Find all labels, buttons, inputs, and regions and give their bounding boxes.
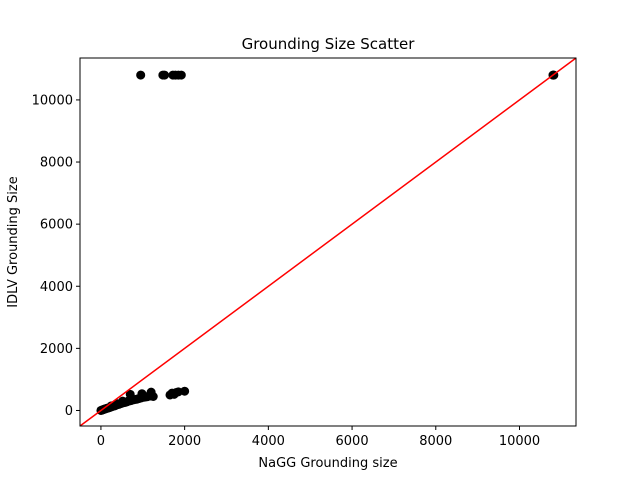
data-point — [137, 389, 147, 399]
y-tick-label: 2000 — [40, 342, 73, 357]
x-tick-label: 6000 — [336, 434, 369, 449]
y-tick-label: 10000 — [32, 93, 73, 108]
chart-title: Grounding Size Scatter — [242, 35, 416, 53]
y-tick-label: 8000 — [40, 156, 73, 171]
x-tick-label: 8000 — [419, 434, 452, 449]
reference-line-layer — [79, 57, 577, 427]
x-tick-label: 0 — [97, 434, 105, 449]
ticks-layer: 0 2000 4000 6000 8000 10000 0 2000 4000 6000 8000 1… — [32, 93, 541, 449]
data-point — [118, 396, 128, 406]
x-tick-label: 2000 — [168, 434, 201, 449]
data-point — [136, 70, 146, 80]
x-tick-label: 4000 — [252, 434, 285, 449]
x-tick-label: 10000 — [499, 434, 540, 449]
y-tick-label: 0 — [65, 404, 73, 419]
plot-frame — [79, 57, 577, 427]
data-point — [176, 70, 186, 80]
data-point — [160, 70, 170, 80]
data-point — [125, 389, 135, 399]
reference-line — [79, 57, 577, 427]
data-point — [146, 387, 156, 397]
y-tick-label: 6000 — [40, 218, 73, 233]
data-point — [180, 386, 190, 396]
y-axis-label: IDLV Grounding Size — [6, 176, 21, 307]
x-axis-label: NaGG Grounding size — [258, 456, 397, 471]
y-tick-label: 4000 — [40, 280, 73, 295]
